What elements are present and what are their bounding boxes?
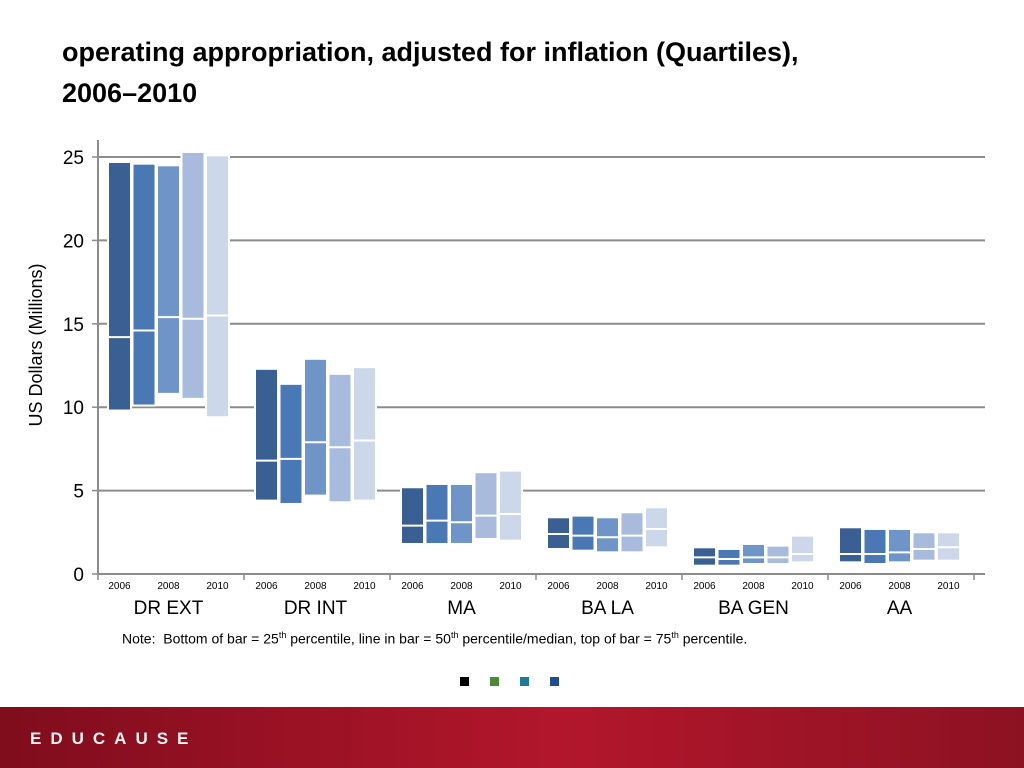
quartile-bar (400, 486, 425, 545)
year-label: 2010 (353, 581, 376, 592)
year-label: 2008 (888, 581, 911, 592)
color-swatch (550, 677, 559, 686)
year-label: 2008 (596, 581, 619, 592)
quartile-bar (838, 526, 863, 564)
y-tick-label: 20 (63, 231, 84, 252)
quartile-bar (619, 511, 645, 554)
year-label: 2006 (839, 581, 862, 592)
color-swatch (490, 677, 499, 686)
quartile-bar (156, 164, 181, 395)
quartile-bar (570, 514, 596, 552)
note-text-3: percentile/median, top of bar = 75 (458, 630, 672, 647)
note-text-1: Note: Bottom of bar = 25 (122, 630, 279, 647)
y-tick-label: 10 (63, 398, 84, 419)
quartile-bar (352, 366, 377, 502)
year-label: 2010 (645, 581, 668, 592)
year-label: 2010 (206, 581, 229, 592)
quartile-bar (595, 516, 620, 554)
footer-banner: EDUCAUSE (0, 707, 1024, 768)
quartile-bar (790, 534, 815, 564)
year-label: 2006 (255, 581, 278, 592)
color-swatch (460, 677, 469, 686)
quartile-bar (131, 162, 157, 407)
year-label: 2006 (693, 581, 716, 592)
group-label: DR EXT (134, 598, 204, 619)
year-label: 2010 (499, 581, 522, 592)
note-sup-2: th (450, 630, 459, 640)
year-label: 2006 (547, 581, 570, 592)
quartile-bar (741, 542, 766, 565)
quartile-bar (278, 382, 304, 505)
y-tick-label: 15 (63, 315, 84, 336)
quartile-bar (107, 161, 132, 412)
note-sup-3: th (671, 630, 679, 640)
group-label: MA (447, 598, 476, 619)
group-label: BA GEN (718, 598, 789, 619)
quartile-bar (449, 482, 474, 545)
educause-logo: EDUCAUSE (30, 729, 198, 748)
quartile-bar (303, 357, 328, 497)
note-sup-1: th (278, 630, 287, 640)
y-tick-label: 5 (73, 482, 84, 503)
group-label: DR INT (284, 598, 348, 619)
quartile-bar (424, 482, 450, 545)
group-label: BA LA (581, 598, 634, 619)
quartile-bar (716, 547, 742, 567)
y-tick-label: 0 (73, 565, 84, 586)
quartile-bar (254, 367, 279, 502)
year-label: 2008 (450, 581, 473, 592)
chart-title-line2: 2006–2010 (62, 78, 198, 108)
year-label: 2008 (157, 581, 180, 592)
quartile-bar (887, 527, 912, 564)
quartile-bar (180, 150, 206, 400)
year-label: 2006 (401, 581, 424, 592)
quartile-bar (644, 506, 669, 549)
y-tick-label: 25 (63, 148, 84, 169)
year-label: 2006 (108, 581, 131, 592)
quartile-bar (765, 544, 791, 565)
quartile-bar (498, 469, 523, 542)
year-label: 2008 (304, 581, 327, 592)
quartile-bar (327, 372, 353, 504)
color-swatch (520, 677, 529, 686)
chart-title-line1: operating appropriation, adjusted for in… (62, 37, 799, 67)
note-text-2: percentile, line in bar = 50 (286, 630, 451, 647)
note-text-4: percentile. (678, 630, 748, 647)
y-axis-title: US Dollars (Millions) (26, 263, 46, 426)
quartile-bar (473, 471, 499, 540)
quartile-bar (911, 531, 937, 562)
year-label: 2010 (937, 581, 960, 592)
quartile-bar (205, 154, 230, 419)
quartile-bar-chart: 0 5 10 15 20 25 US Dollars (Millions) 2006 2008 2… (26, 140, 985, 619)
group-label: AA (887, 598, 913, 619)
year-label: 2010 (791, 581, 814, 592)
chart-note: Note: Bottom of bar = 25th percentile, l… (122, 630, 747, 647)
chart-title: operating appropriation, adjusted for in… (62, 32, 962, 114)
quartile-bar (862, 527, 888, 565)
year-label: 2008 (742, 581, 765, 592)
